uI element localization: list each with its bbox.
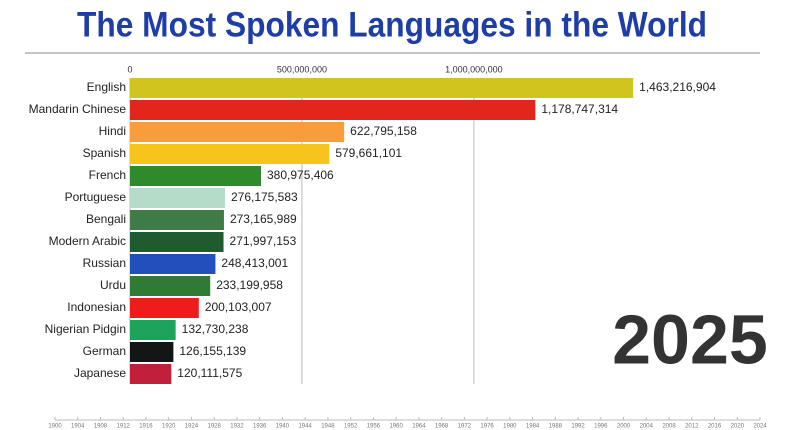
timeline-label: 1996: [594, 424, 608, 430]
bar: [130, 298, 199, 318]
timeline-label: 1904: [71, 424, 85, 430]
bar: [130, 342, 174, 362]
year-label: 2025: [612, 300, 768, 378]
category-label: Bengali: [86, 212, 126, 226]
chart-title: The Most Spoken Languages in the World: [77, 5, 707, 44]
value-label: 126,155,139: [179, 344, 246, 358]
timeline-label: 1920: [162, 424, 176, 430]
bar: [130, 122, 345, 142]
category-label: Mandarin Chinese: [29, 102, 127, 116]
timeline-label: 1992: [571, 424, 585, 430]
bar: [130, 232, 224, 252]
value-label: 132,730,238: [182, 322, 249, 336]
category-label: Russian: [83, 256, 126, 270]
timeline-label: 2016: [708, 424, 722, 430]
timeline-label: 2008: [662, 424, 676, 430]
category-label: Indonesian: [67, 300, 126, 314]
category-label: French: [89, 168, 126, 182]
timeline-label: 1972: [458, 424, 472, 430]
timeline-label: 1968: [435, 424, 449, 430]
timeline-label: 1980: [503, 424, 517, 430]
category-label: Nigerian Pidgin: [45, 322, 126, 336]
bar: [130, 166, 262, 186]
timeline-label: 1984: [526, 424, 540, 430]
value-label: 271,997,153: [230, 234, 297, 248]
timeline-label: 1940: [276, 424, 290, 430]
value-label: 622,795,158: [350, 124, 417, 138]
value-label: 1,178,747,314: [541, 102, 618, 116]
value-label: 1,463,216,904: [639, 80, 716, 94]
value-label: 200,103,007: [205, 300, 272, 314]
category-label: Spanish: [83, 146, 126, 160]
timeline-label: 2020: [731, 424, 745, 430]
category-label: German: [83, 344, 126, 358]
bar: [130, 100, 536, 120]
value-label: 579,661,101: [335, 146, 402, 160]
timeline-label: 1944: [298, 424, 312, 430]
x-tick-label: 0: [127, 64, 132, 74]
bar: [130, 320, 176, 340]
value-label: 380,975,406: [267, 168, 334, 182]
timeline-label: 1956: [367, 424, 381, 430]
bar: [130, 210, 224, 230]
timeline-label: 1964: [412, 424, 426, 430]
value-label: 233,199,958: [216, 278, 283, 292]
timeline-label: 1988: [549, 424, 563, 430]
x-tick-label: 500,000,000: [277, 64, 327, 74]
timeline-label: 2012: [685, 424, 699, 430]
value-label: 248,413,001: [221, 256, 288, 270]
timeline-label: 2000: [617, 424, 631, 430]
category-label: Portuguese: [65, 190, 127, 204]
value-label: 120,111,575: [177, 366, 242, 380]
timeline-label: 1932: [230, 424, 244, 430]
x-tick-label: 1,000,000,000: [445, 64, 503, 74]
bar: [130, 254, 216, 274]
timeline-label: 1912: [117, 424, 131, 430]
category-label: Modern Arabic: [49, 234, 126, 248]
timeline-label: 1936: [253, 424, 267, 430]
timeline-label: 1916: [139, 424, 153, 430]
timeline-label: 1960: [389, 424, 403, 430]
category-label: English: [87, 80, 126, 94]
bar: [130, 188, 225, 208]
bar: [130, 276, 211, 296]
bar: [130, 144, 330, 164]
category-label: Japanese: [74, 366, 126, 380]
category-label: Urdu: [100, 278, 126, 292]
category-label: Hindi: [99, 124, 126, 138]
timeline-label: 1924: [185, 424, 199, 430]
timeline-label: 2024: [753, 424, 767, 430]
bar: [130, 78, 634, 98]
timeline-label: 1928: [208, 424, 222, 430]
timeline-label: 1948: [321, 424, 335, 430]
timeline-label: 2004: [640, 424, 654, 430]
bar: [130, 364, 172, 384]
timeline-label: 1952: [344, 424, 358, 430]
timeline-label: 1908: [94, 424, 108, 430]
value-label: 273,165,989: [230, 212, 297, 226]
timeline-label: 1976: [480, 424, 494, 430]
value-label: 276,175,583: [231, 190, 298, 204]
timeline-label: 1900: [48, 424, 62, 430]
